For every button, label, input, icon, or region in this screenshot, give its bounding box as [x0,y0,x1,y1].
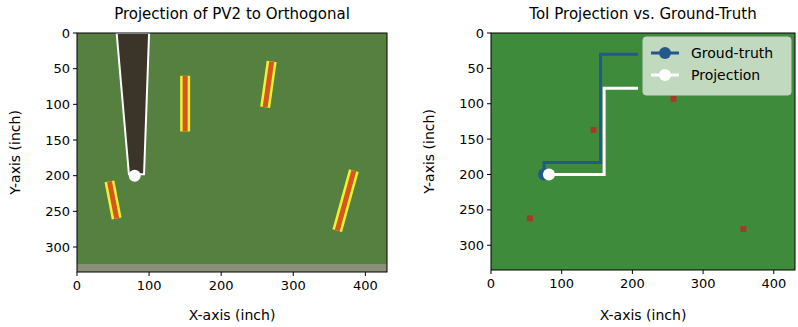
plot-area [109,33,353,231]
detection-box [265,62,271,108]
y-tick-label: 150 [45,133,70,148]
y-tick-label: 300 [45,240,70,255]
x-axis-label: X-axis (inch) [600,307,687,323]
legend-label: Groud-truth [691,45,773,61]
y-tick [73,68,77,69]
y-tick-label: 250 [459,202,484,217]
legend-label: Projection [691,67,760,83]
frame [491,33,795,270]
y-tick-label: 50 [53,61,70,76]
y-tick [73,211,77,212]
y-tick [73,247,77,248]
y-tick-label: 200 [45,168,70,183]
y-tick [487,33,491,34]
x-tick-label: 200 [209,278,234,293]
detection-box [180,76,190,132]
detection-object [265,62,271,108]
legend-marker [659,47,671,59]
y-tick-label: 300 [459,238,484,253]
x-tick-label: 300 [691,276,716,291]
x-tick [365,272,366,276]
legend-marker [659,69,671,81]
detection-box [337,171,354,231]
detection-object [337,171,354,231]
y-tick [73,33,77,34]
x-tick [221,272,222,276]
x-tick-label: 100 [549,276,574,291]
frame [77,33,387,272]
y-tick [73,175,77,176]
y-axis-label: Y-axis (inch) [421,109,437,195]
y-tick [73,140,77,141]
x-tick [149,272,150,276]
background-edge [77,264,387,272]
x-tick [561,270,562,274]
y-tick-label: 150 [459,132,484,147]
object-marker [527,215,533,221]
x-tick-label: 100 [137,278,162,293]
x-tick [632,270,633,274]
x-tick [703,270,704,274]
background-image [77,33,387,272]
x-tick-label: 200 [620,276,645,291]
x-tick-label: 400 [353,278,378,293]
legend-box [643,37,791,95]
y-tick [487,174,491,175]
x-tick [293,272,294,276]
series-marker [543,168,555,180]
y-tick [487,103,491,104]
series-line [544,54,638,174]
detection-box [109,181,116,218]
series-line [549,88,638,174]
object-marker [591,127,597,133]
y-tick-label: 50 [467,61,484,76]
x-tick [773,270,774,274]
y-tick [487,68,491,69]
figure: 0 100 200 300 400 0 50 100 150 200 250 300 Projectio… [0,0,798,327]
y-tick [487,209,491,210]
y-tick [487,139,491,140]
x-tick-label: 400 [761,276,786,291]
y-tick-label: 200 [459,167,484,182]
x-tick-label: 300 [281,278,306,293]
object-marker [670,96,676,102]
projection-point [129,170,141,182]
detection-object [183,76,188,132]
y-tick-label: 100 [459,96,484,111]
background-image [491,33,795,270]
x-tick-label: 0 [73,278,81,293]
detection-object [109,181,116,218]
object-marker [740,226,746,232]
title: Projection of PV2 to Orthogonal [114,5,350,23]
x-axis-label: X-axis (inch) [189,307,276,323]
y-tick-label: 250 [45,204,70,219]
y-tick-label: 0 [476,26,484,41]
x-tick-label: 0 [487,276,495,291]
y-tick [73,104,77,105]
x-tick [491,270,492,274]
y-tick-label: 100 [45,97,70,112]
title: ToI Projection vs. Ground-Truth [528,5,756,23]
y-tick-label: 0 [62,26,70,41]
person-outline [117,33,149,174]
y-axis-label: Y-axis (inch) [7,110,23,196]
y-tick [487,245,491,246]
x-tick [77,272,78,276]
